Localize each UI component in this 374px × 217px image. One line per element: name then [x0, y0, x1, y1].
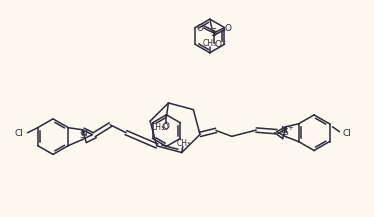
Text: S: S	[211, 28, 217, 38]
Text: S: S	[80, 131, 85, 140]
Text: CH₃: CH₃	[177, 139, 191, 148]
Text: CH₃: CH₃	[150, 123, 165, 132]
Text: ⁻: ⁻	[221, 38, 226, 47]
Text: Cl: Cl	[14, 129, 23, 138]
Text: O: O	[163, 122, 170, 131]
Text: CH₃: CH₃	[203, 39, 217, 48]
Text: +: +	[288, 125, 294, 131]
Text: Cl: Cl	[343, 129, 352, 138]
Text: O: O	[214, 40, 221, 49]
Text: N: N	[80, 129, 87, 138]
Text: O: O	[162, 123, 169, 132]
Text: N: N	[280, 126, 287, 135]
Text: O: O	[224, 23, 231, 33]
Text: S: S	[283, 128, 289, 137]
Text: O: O	[196, 23, 203, 33]
